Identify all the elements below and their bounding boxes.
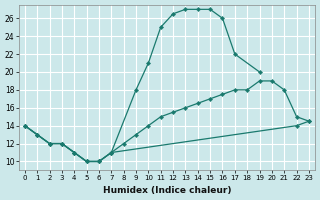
- X-axis label: Humidex (Indice chaleur): Humidex (Indice chaleur): [103, 186, 231, 195]
